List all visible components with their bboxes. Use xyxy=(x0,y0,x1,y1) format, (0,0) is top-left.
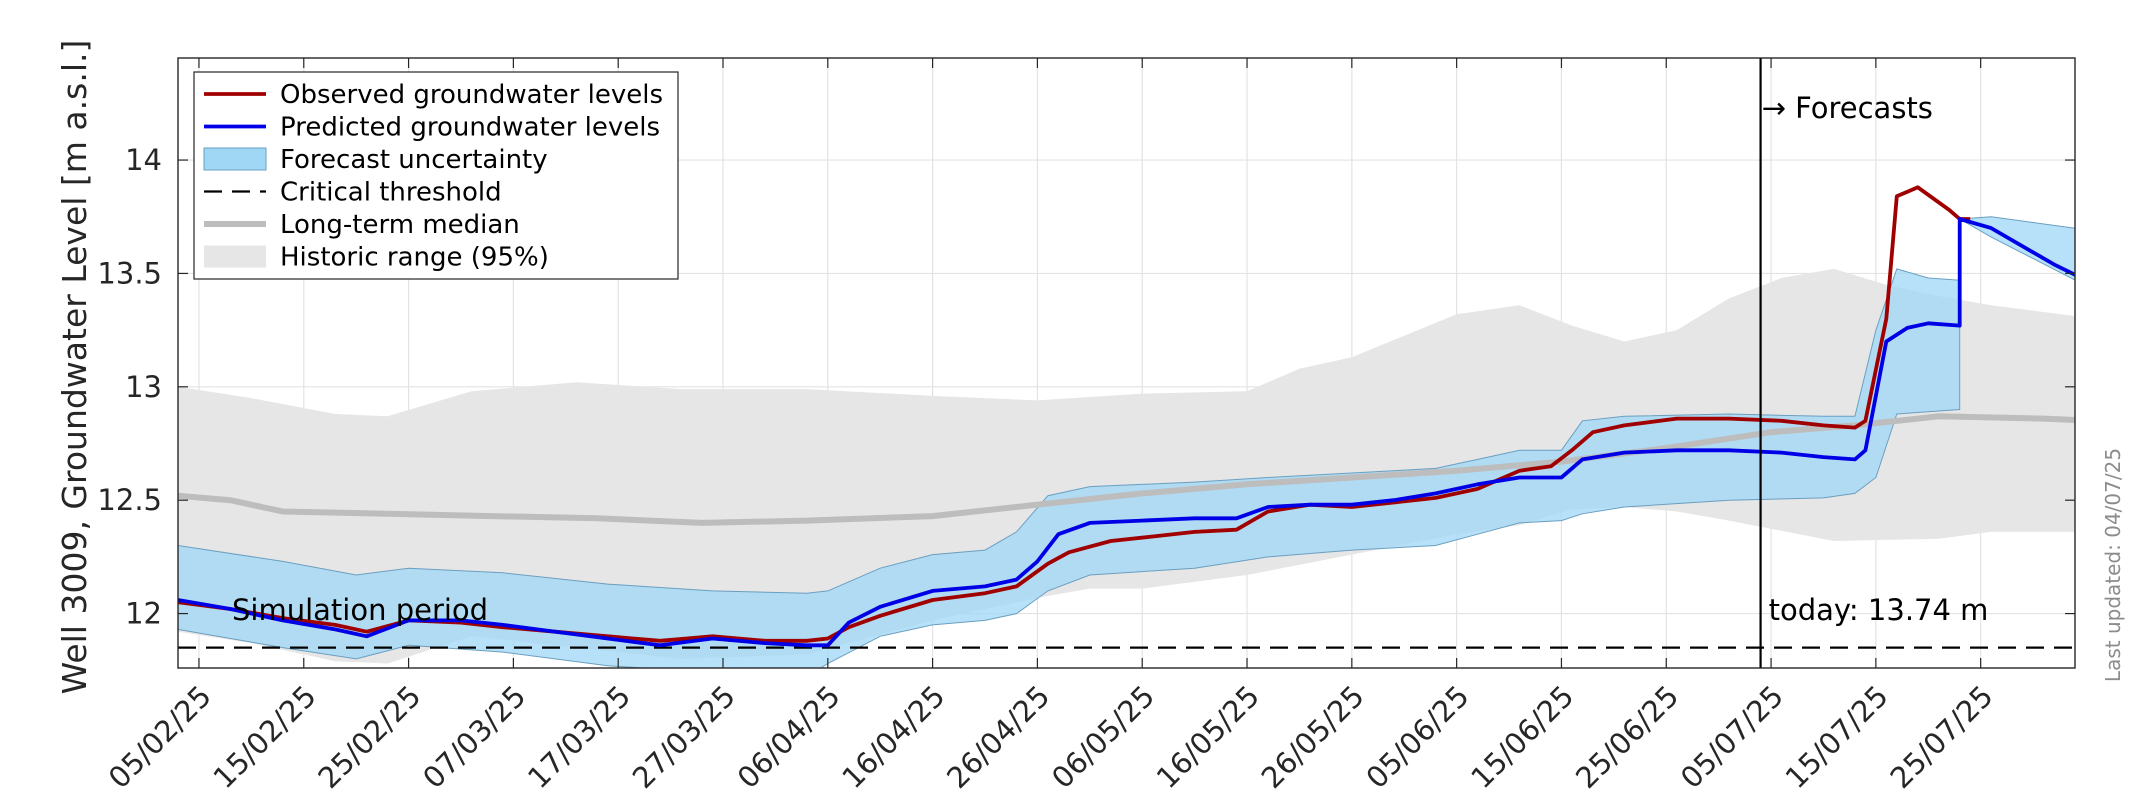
long-term-median-line xyxy=(178,413,2075,526)
x-tick-label: 05/07/25 xyxy=(1674,679,1790,795)
y-tick-label: 12.5 xyxy=(97,483,162,517)
x-tick-label: 15/06/25 xyxy=(1464,679,1580,795)
simulation-period-annotation: Simulation period xyxy=(232,593,488,627)
legend-label-historic: Historic range (95%) xyxy=(280,243,549,273)
x-tick-label: 07/03/25 xyxy=(416,679,532,795)
y-tick-label: 13.5 xyxy=(97,256,162,290)
y-tick-label: 14 xyxy=(125,143,162,177)
last-updated-label: Last updated: 04/07/25 xyxy=(2101,448,2125,682)
x-tick-label: 26/05/25 xyxy=(1255,679,1371,795)
x-tick-label: 25/07/25 xyxy=(1883,679,1999,795)
legend-label-median: Long-term median xyxy=(280,210,520,240)
x-tick-label: 15/02/25 xyxy=(207,679,323,795)
predicted-levels-line xyxy=(178,217,2075,648)
x-tick-label: 25/06/25 xyxy=(1569,679,1685,795)
y-axis-label: Well 3009, Groundwater Level [m a.s.l.] xyxy=(55,40,94,695)
y-tick-label: 12 xyxy=(125,597,162,631)
today-value-annotation: today: 13.74 m xyxy=(1769,593,1989,627)
axes-box xyxy=(177,57,2076,669)
legend-label-observed: Observed groundwater levels xyxy=(280,80,663,110)
x-tick-label: 05/02/25 xyxy=(102,679,218,795)
legend-label-predicted: Predicted groundwater levels xyxy=(280,113,660,143)
x-tick-label: 15/07/25 xyxy=(1779,679,1895,795)
x-tick-label: 17/03/25 xyxy=(521,679,637,795)
legend-label-uncertainty: Forecast uncertainty xyxy=(280,145,548,175)
legend-swatch-uncertainty xyxy=(203,147,267,171)
historic-range-band xyxy=(178,268,2075,664)
x-tick-label: 27/03/25 xyxy=(626,679,742,795)
x-tick-label: 16/04/25 xyxy=(835,679,951,795)
x-tick-label: 26/04/25 xyxy=(940,679,1056,795)
x-tick-label: 05/06/25 xyxy=(1359,679,1475,795)
lines xyxy=(178,58,2075,668)
x-tick-label: 25/02/25 xyxy=(311,679,427,795)
x-tick-label: 06/05/25 xyxy=(1045,679,1161,795)
x-tick-label: 06/04/25 xyxy=(731,679,847,795)
legend-label-threshold: Critical threshold xyxy=(280,178,502,208)
annotations: → Forecasts Simulation period today: 13.… xyxy=(232,91,2125,682)
legend-box xyxy=(193,71,679,280)
legend-swatch-historic xyxy=(204,245,266,268)
x-tick-label: 16/05/25 xyxy=(1150,679,1266,795)
forecasts-annotation: → Forecasts xyxy=(1762,91,1933,125)
y-tick-label: 13 xyxy=(125,370,162,404)
axes xyxy=(177,57,2076,669)
